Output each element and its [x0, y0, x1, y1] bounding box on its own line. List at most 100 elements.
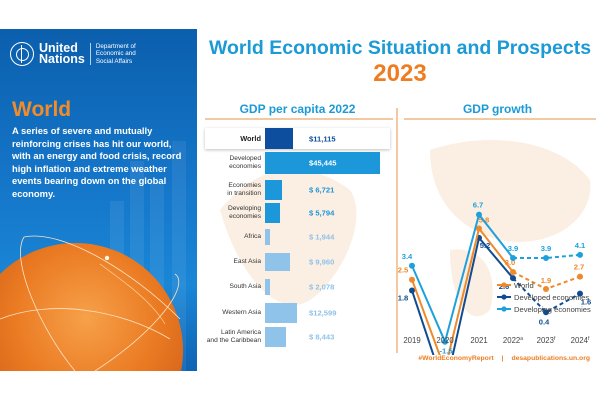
series-line-world [411, 226, 514, 355]
x-tick-year: 2023 [537, 336, 554, 345]
desa-line2: Economic and [95, 50, 136, 58]
bar-category-label-line: Economies [228, 182, 261, 190]
x-tick-year: 2022 [503, 336, 520, 345]
bar-track: $45,445 [265, 152, 386, 174]
series-line-developed-economies [411, 235, 514, 355]
data-label: -1.5 [439, 347, 453, 355]
bar-category-label: Latin America and the Caribbean [205, 329, 265, 344]
bar-category-label-line: economies [229, 213, 261, 220]
x-tick-label: 2021 [470, 336, 487, 345]
data-label: 1.8 [398, 294, 409, 303]
bar-value-label: $12,599 [309, 308, 337, 318]
bar [265, 152, 380, 174]
bar [265, 253, 291, 271]
bar-row: Developed economies $45,445 [205, 152, 390, 174]
footer-hashtag[interactable]: #WorldEconomyReport [418, 355, 494, 362]
bar-track: $ 2,078 [265, 279, 386, 295]
bar-category-label-line: Latin America [221, 329, 261, 337]
bar-category-label: Developed economies [205, 155, 265, 170]
series-projection-line-developing-economies [513, 253, 581, 259]
x-tick-year: 2024 [571, 336, 589, 345]
data-point [577, 290, 583, 297]
data-label: 3.9 [541, 244, 552, 253]
bar-category-label-line: Western Asia [222, 309, 261, 317]
bar [265, 203, 280, 223]
data-label: 4.1 [575, 241, 586, 250]
data-point [442, 338, 448, 345]
bar-value-label: $ 5,794 [309, 208, 335, 218]
footer: #WorldEconomyReport | desapublications.u… [400, 355, 590, 362]
bar-track: $11,115 [265, 128, 386, 149]
left-panel: United Nations Department of Economic an… [0, 29, 197, 371]
bar-value-label: $ 8,443 [309, 332, 335, 342]
bar [265, 279, 271, 295]
bar-track: $ 5,794 [265, 203, 386, 223]
bar-category-label-line: East Asia [233, 258, 262, 266]
x-tick-label: 2024f [571, 336, 590, 345]
bar-category-label: Western Asia [205, 309, 265, 317]
gdp-growth-title: GDP growth [462, 102, 533, 116]
data-label: 5.2 [480, 241, 491, 250]
data-point [577, 273, 583, 280]
data-label: 0.4 [539, 317, 550, 326]
bar-row: Latin America and the Caribbean $ 8,443 [205, 327, 390, 347]
x-tick-superscript: f [554, 336, 556, 342]
x-tick-label: 2022a [503, 336, 523, 345]
bar-category-label-line: South Asia [229, 283, 261, 291]
legend-swatch-dot [501, 282, 507, 288]
bar-row: Western Asia $12,599 [205, 303, 390, 323]
data-point [510, 255, 516, 261]
bar-category-label: East Asia [205, 258, 265, 266]
bar-category-label-line: Developing [228, 205, 261, 213]
data-point [409, 287, 415, 294]
x-tick-year: 2019 [403, 336, 420, 345]
bar [265, 327, 287, 347]
bar-category-label: South Asia [205, 283, 265, 291]
world-map-background [220, 140, 591, 317]
footer-separator: | [501, 355, 504, 362]
bar-category-label: Africa [205, 233, 265, 241]
data-label: 2.7 [574, 263, 585, 272]
data-label: 1.6 [581, 298, 592, 307]
region-description: A series of severe and mutually reinforc… [12, 125, 182, 199]
un-name-line2: Nations [39, 52, 85, 66]
x-tick-superscript: f [588, 336, 590, 342]
x-tick-label: 2023f [537, 336, 556, 345]
report-year: 2023 [373, 60, 427, 87]
bar-row: East Asia $ 9,960 [205, 253, 390, 271]
bar-category-label-line: economies [229, 163, 261, 170]
data-point [543, 255, 549, 261]
bar [265, 303, 297, 323]
bar-category-label-line: in transition [227, 190, 261, 197]
un-emblem-icon [10, 42, 34, 66]
bar-value-label: $ 2,078 [309, 282, 335, 292]
bar-track: $ 6,721 [265, 180, 386, 200]
footer-site-link[interactable]: desapublications.un.org [511, 355, 590, 362]
bar-value-label: $ 9,960 [309, 257, 335, 267]
bar [265, 229, 270, 245]
bar-category-label: Economies in transition [205, 182, 265, 197]
desa-line3: Social Affairs [95, 57, 133, 65]
bar-row: Africa $ 1,944 [205, 229, 390, 245]
data-label: 3.4 [402, 252, 413, 261]
bar-row: Economies in transition $ 6,721 [205, 180, 390, 200]
x-tick-year: 2021 [470, 336, 487, 345]
legend-label: Developing economies [514, 305, 591, 314]
bar-value-label: $ 6,721 [309, 185, 335, 195]
x-tick-year: 2020 [436, 336, 454, 345]
legend-swatch-dot [501, 306, 507, 312]
un-name-line1: United [39, 41, 78, 55]
panel-divider [396, 108, 398, 353]
bar [265, 128, 294, 149]
data-label: 3.9 [508, 244, 519, 253]
bar-category-label: World [205, 135, 265, 143]
data-point [476, 211, 482, 218]
bar-row-world: World $11,115 [205, 128, 390, 149]
gdp-growth-rule [404, 118, 596, 120]
gdp-per-capita-rule [205, 118, 393, 120]
bar-row: South Asia $ 2,078 [205, 279, 390, 295]
bar-category-label-line: Developed [229, 155, 261, 163]
bar-track: $ 8,443 [265, 327, 386, 347]
desa-line1: Department of [95, 43, 136, 51]
bar-value-label: $ 1,944 [309, 232, 335, 242]
